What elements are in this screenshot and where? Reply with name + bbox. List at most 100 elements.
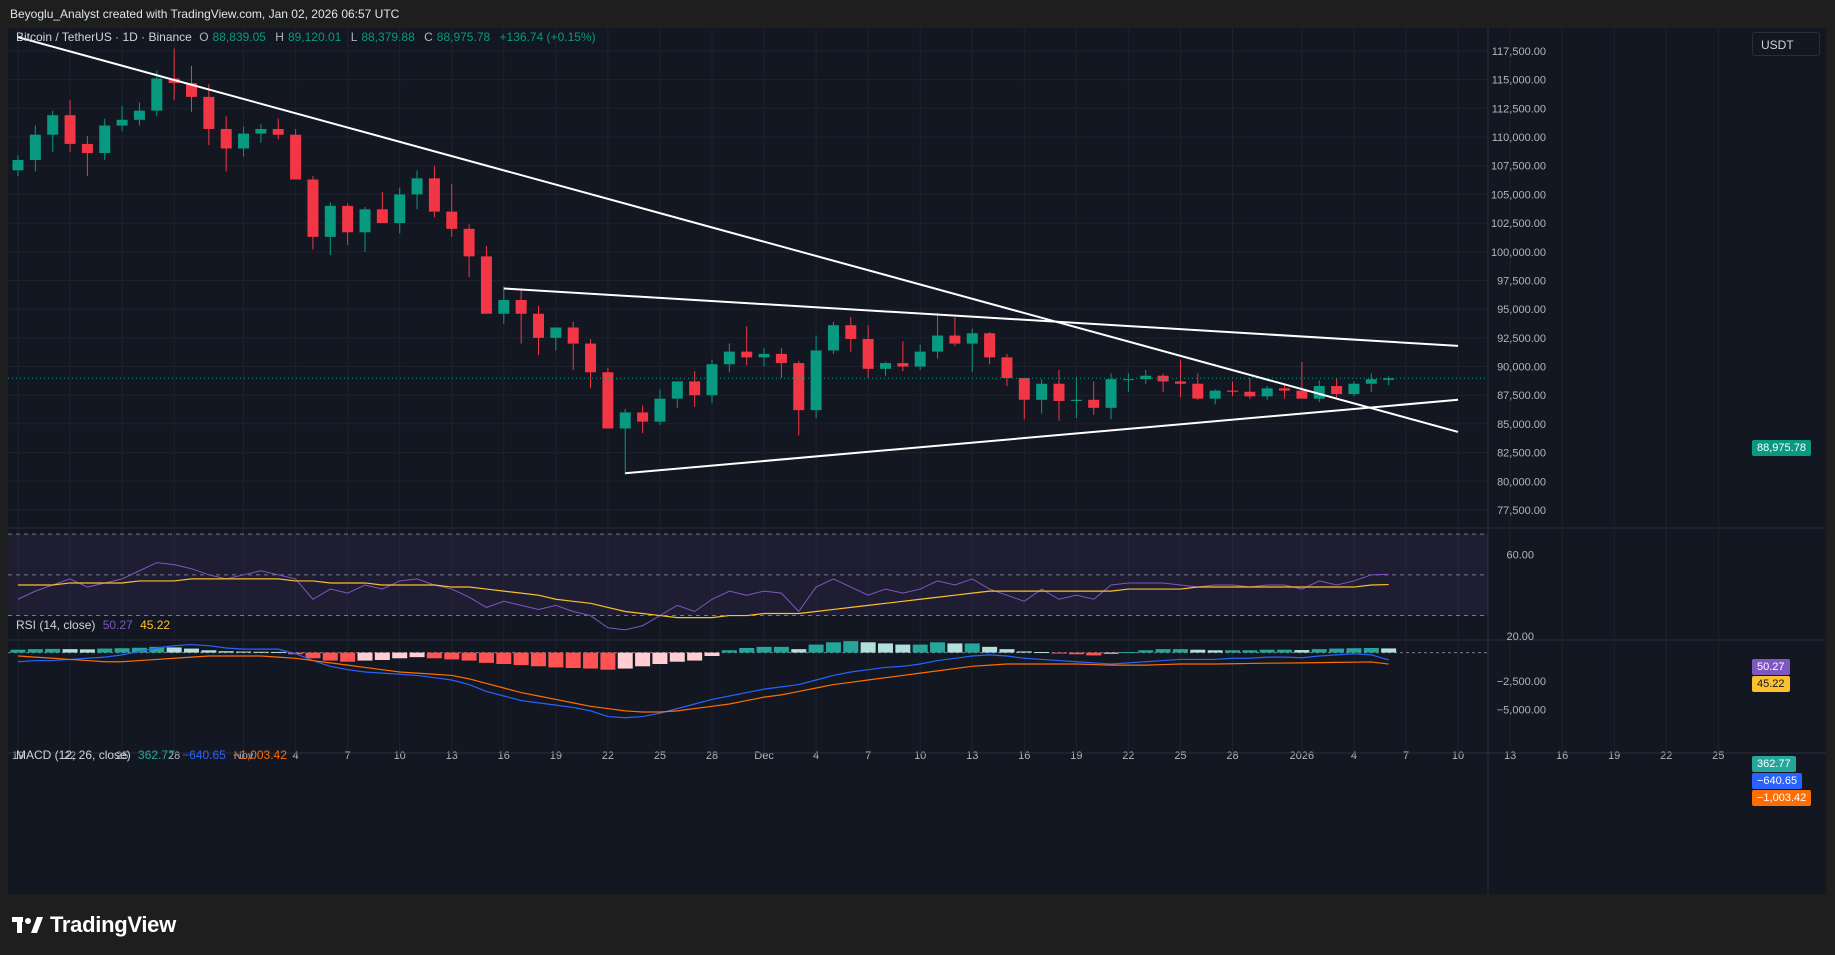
close-label: C xyxy=(424,30,433,44)
candle xyxy=(255,124,267,143)
macd-histogram-bar xyxy=(1068,652,1084,655)
candle-body xyxy=(99,125,111,154)
macd-histogram-bar xyxy=(236,651,252,653)
macd-histogram-bar xyxy=(617,652,633,669)
candle-body xyxy=(515,299,527,314)
candle-body xyxy=(428,178,440,212)
candle xyxy=(1018,378,1030,420)
high-label: H xyxy=(275,30,284,44)
rsi-ma-line xyxy=(18,578,1389,619)
x-tick-label: 4 xyxy=(1351,750,1357,762)
price-axis-label: 100,000.00 xyxy=(1491,247,1546,259)
macd-histogram-bar xyxy=(1190,649,1206,653)
macd-histogram-bar xyxy=(1120,652,1136,653)
x-tick-label: 2026 xyxy=(1290,750,1314,762)
candle-body xyxy=(1105,379,1117,408)
signal-badge: −1,003.42 xyxy=(1752,790,1812,806)
macd-histogram-bar xyxy=(773,646,789,653)
candle xyxy=(706,359,718,404)
candle xyxy=(1088,381,1100,415)
macd-histogram-bar xyxy=(1051,652,1067,654)
macd-histogram-bar xyxy=(1242,650,1258,653)
candle xyxy=(428,165,440,218)
macd-histogram-bar xyxy=(444,652,460,660)
macd-histogram-bar xyxy=(461,652,477,661)
candle-body xyxy=(775,353,787,364)
candle xyxy=(47,110,59,152)
candle-body xyxy=(619,412,631,429)
candle-body xyxy=(81,143,93,154)
macd-histogram-bar xyxy=(478,652,494,663)
candle-body xyxy=(810,350,822,411)
open-value: 88,839.05 xyxy=(212,30,266,44)
macd-histogram-bar xyxy=(1225,650,1240,653)
price-axis-label: 107,500.00 xyxy=(1491,161,1546,173)
candle xyxy=(186,65,197,112)
macd-histogram-bar xyxy=(548,652,564,668)
candle xyxy=(81,135,93,177)
macd-histogram-bar xyxy=(825,642,841,653)
candle-body xyxy=(723,351,735,365)
candle xyxy=(1036,379,1048,414)
macd-histogram-bar xyxy=(1346,648,1362,653)
chart-area[interactable]: 19 22 25 28 Nov 4 7 10 13 16 19 22 25 28 Dec 4 7 10 13 16 19… xyxy=(8,28,1826,894)
candle-body xyxy=(1053,383,1065,401)
candle xyxy=(116,106,128,132)
candle xyxy=(845,317,857,352)
candle xyxy=(1313,380,1325,403)
change-value: +136.74 (+0.15%) xyxy=(499,30,596,44)
candle-body xyxy=(498,299,510,314)
candle-body xyxy=(64,115,76,144)
candle xyxy=(220,116,232,172)
candle-body xyxy=(758,353,770,358)
candle xyxy=(324,202,336,256)
macd-histogram-bar xyxy=(652,652,668,664)
candle xyxy=(949,317,961,346)
price-axis-label: 102,500.00 xyxy=(1491,218,1546,230)
macd-histogram-bar xyxy=(374,652,390,660)
rsi-ma-badge: 45.22 xyxy=(1752,676,1790,692)
macd-histogram-bar xyxy=(930,642,946,653)
macd-histogram-bar xyxy=(149,646,165,653)
candle xyxy=(463,224,475,278)
candle xyxy=(1227,381,1238,397)
candle-body xyxy=(671,381,683,399)
rsi-axis-label: 60.00 xyxy=(1506,549,1534,561)
last-price-badge: 88,975.78 xyxy=(1752,440,1811,456)
candle-body xyxy=(637,412,649,422)
price-axis-label: 87,500.00 xyxy=(1497,390,1546,402)
candle-body xyxy=(463,228,475,257)
candle xyxy=(1001,353,1013,387)
candle-body xyxy=(966,333,978,344)
rsi-legend: RSI (14, close) 50.27 45.22 xyxy=(16,618,174,632)
price-chart[interactable]: 19 22 25 28 Nov 4 7 10 13 16 19 22 25 28 Dec 4 7 10 13 16 19… xyxy=(8,28,1826,894)
candle xyxy=(133,102,145,126)
macd-badge: −640.65 xyxy=(1752,773,1803,789)
candle-body xyxy=(290,134,302,180)
macd-hist-badge: 362.77 xyxy=(1752,756,1796,772)
candle xyxy=(810,335,822,419)
x-tick-label: 7 xyxy=(865,750,871,762)
macd-histogram-bar xyxy=(739,648,755,653)
price-axis-label: 95,000.00 xyxy=(1497,304,1546,316)
x-tick-label: 10 xyxy=(394,750,406,762)
candle-body xyxy=(1088,399,1100,408)
macd-value: −640.65 xyxy=(182,748,226,762)
macd-histogram-bar xyxy=(1381,648,1397,653)
candle xyxy=(793,360,805,436)
x-tick-label: 19 xyxy=(550,750,562,762)
macd-histogram-bar xyxy=(1086,652,1102,656)
currency-selector[interactable]: USDT xyxy=(1752,32,1820,56)
price-axis-label: 112,500.00 xyxy=(1492,103,1546,115)
candle-body xyxy=(1244,391,1256,397)
chart-attribution: Beyoglu_Analyst created with TradingView… xyxy=(10,7,400,21)
candle-body xyxy=(151,78,163,111)
candle xyxy=(1209,389,1221,405)
tradingview-logo-icon xyxy=(12,917,43,933)
candle-body xyxy=(1192,383,1204,399)
candle xyxy=(151,70,163,117)
candle-body xyxy=(220,128,232,149)
trendline-triangle-lower xyxy=(625,398,1459,475)
rsi-value: 50.27 xyxy=(102,618,133,632)
macd-histogram-bar xyxy=(1363,648,1379,653)
